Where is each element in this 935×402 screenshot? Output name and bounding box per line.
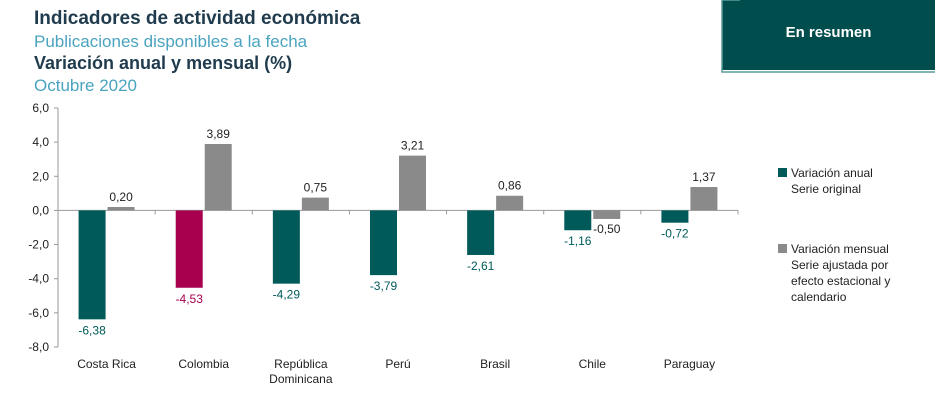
chart-title: Indicadores de actividad económica bbox=[34, 8, 361, 29]
data-label-monthly: 0,86 bbox=[498, 179, 522, 193]
data-label-annual: -2,61 bbox=[467, 259, 495, 273]
data-label-monthly: -0,50 bbox=[593, 222, 621, 236]
x-tick-label-line: Costa Rica bbox=[77, 357, 136, 371]
x-tick-label: Chile bbox=[579, 357, 607, 371]
legend-label-line: calendario bbox=[791, 290, 847, 304]
legend-label: Variación anual Serie original bbox=[791, 165, 935, 197]
x-tick-label: Perú bbox=[385, 357, 410, 371]
data-label-annual: -3,79 bbox=[370, 279, 398, 293]
legend-label: Variación mensual Serie ajustada por efect… bbox=[791, 241, 935, 305]
chart-subtitle: Publicaciones disponibles a la fecha bbox=[34, 32, 308, 51]
data-label-annual: -6,38 bbox=[78, 323, 106, 337]
data-label-monthly: 1,37 bbox=[692, 170, 716, 184]
bar-annual bbox=[175, 210, 203, 288]
y-tick-label: -4,0 bbox=[28, 272, 49, 286]
bar-annual bbox=[564, 210, 592, 231]
bar-annual bbox=[272, 210, 300, 284]
data-label-monthly: 0,20 bbox=[109, 190, 133, 204]
x-tick-label-line: Dominicana bbox=[269, 372, 333, 386]
x-tick-label: Paraguay bbox=[664, 357, 715, 371]
x-tick-label-line: República bbox=[274, 357, 328, 371]
bar-monthly bbox=[204, 144, 232, 211]
y-tick-label: 2,0 bbox=[32, 169, 49, 183]
y-tick-label: -8,0 bbox=[28, 340, 49, 354]
bar-monthly bbox=[593, 210, 621, 219]
banner-decoration bbox=[721, 0, 935, 73]
legend-swatch bbox=[778, 168, 787, 177]
x-tick-label-line: Chile bbox=[579, 357, 607, 371]
x-tick-label-line: Brasil bbox=[480, 357, 510, 371]
legend-label-line: Serie original bbox=[791, 182, 862, 196]
data-label-annual: -4,29 bbox=[273, 288, 301, 302]
legend-label-line: efecto estacional y bbox=[791, 274, 891, 288]
x-tick-label-line: Perú bbox=[385, 357, 410, 371]
bar-annual bbox=[661, 210, 689, 223]
y-tick-label: -2,0 bbox=[28, 238, 49, 252]
bar-monthly bbox=[496, 195, 524, 211]
data-label-monthly: 3,89 bbox=[207, 127, 231, 141]
bar-annual bbox=[467, 210, 495, 255]
x-tick-label: Costa Rica bbox=[77, 357, 136, 371]
data-label-annual: -0,72 bbox=[661, 227, 689, 241]
bar-monthly bbox=[301, 197, 329, 211]
bar-monthly bbox=[690, 187, 718, 211]
bar-chart: 6,0 4,0 2,0 0,0 -2,0 -4,0 -6,0 -8,0 -6,38 0,20 Co… bbox=[28, 101, 739, 386]
bar-monthly bbox=[399, 155, 426, 211]
x-tick-label-line: Paraguay bbox=[664, 357, 715, 371]
bar-monthly bbox=[107, 207, 135, 211]
chart-measure: Variación anual y mensual (%) bbox=[34, 53, 293, 73]
data-label-annual: -1,16 bbox=[564, 234, 592, 248]
x-tick-label: Colombia bbox=[178, 357, 229, 371]
y-tick-label: 6,0 bbox=[32, 101, 49, 115]
legend-label-line: Variación anual bbox=[791, 166, 873, 180]
bar-annual bbox=[78, 210, 106, 320]
data-label-monthly: 0,75 bbox=[304, 181, 328, 195]
legend-label-line: Serie ajustada por bbox=[791, 258, 889, 272]
summary-banner-label[interactable]: En resumen bbox=[785, 24, 872, 41]
data-label-annual: -4,53 bbox=[176, 292, 204, 306]
chart-period: Octubre 2020 bbox=[34, 76, 138, 95]
legend-swatch bbox=[778, 244, 787, 253]
data-label-monthly: 3,21 bbox=[401, 139, 425, 153]
y-tick-label: 4,0 bbox=[32, 135, 49, 149]
legend-label-line: Variación mensual bbox=[791, 242, 889, 256]
bar-annual bbox=[370, 210, 397, 276]
x-tick-label-line: Colombia bbox=[178, 357, 229, 371]
y-tick-label: -6,0 bbox=[28, 306, 49, 320]
x-tick-label: Brasil bbox=[480, 357, 510, 371]
y-tick-label: 0,0 bbox=[32, 203, 49, 217]
x-tick-label: República Dominicana bbox=[269, 357, 333, 386]
